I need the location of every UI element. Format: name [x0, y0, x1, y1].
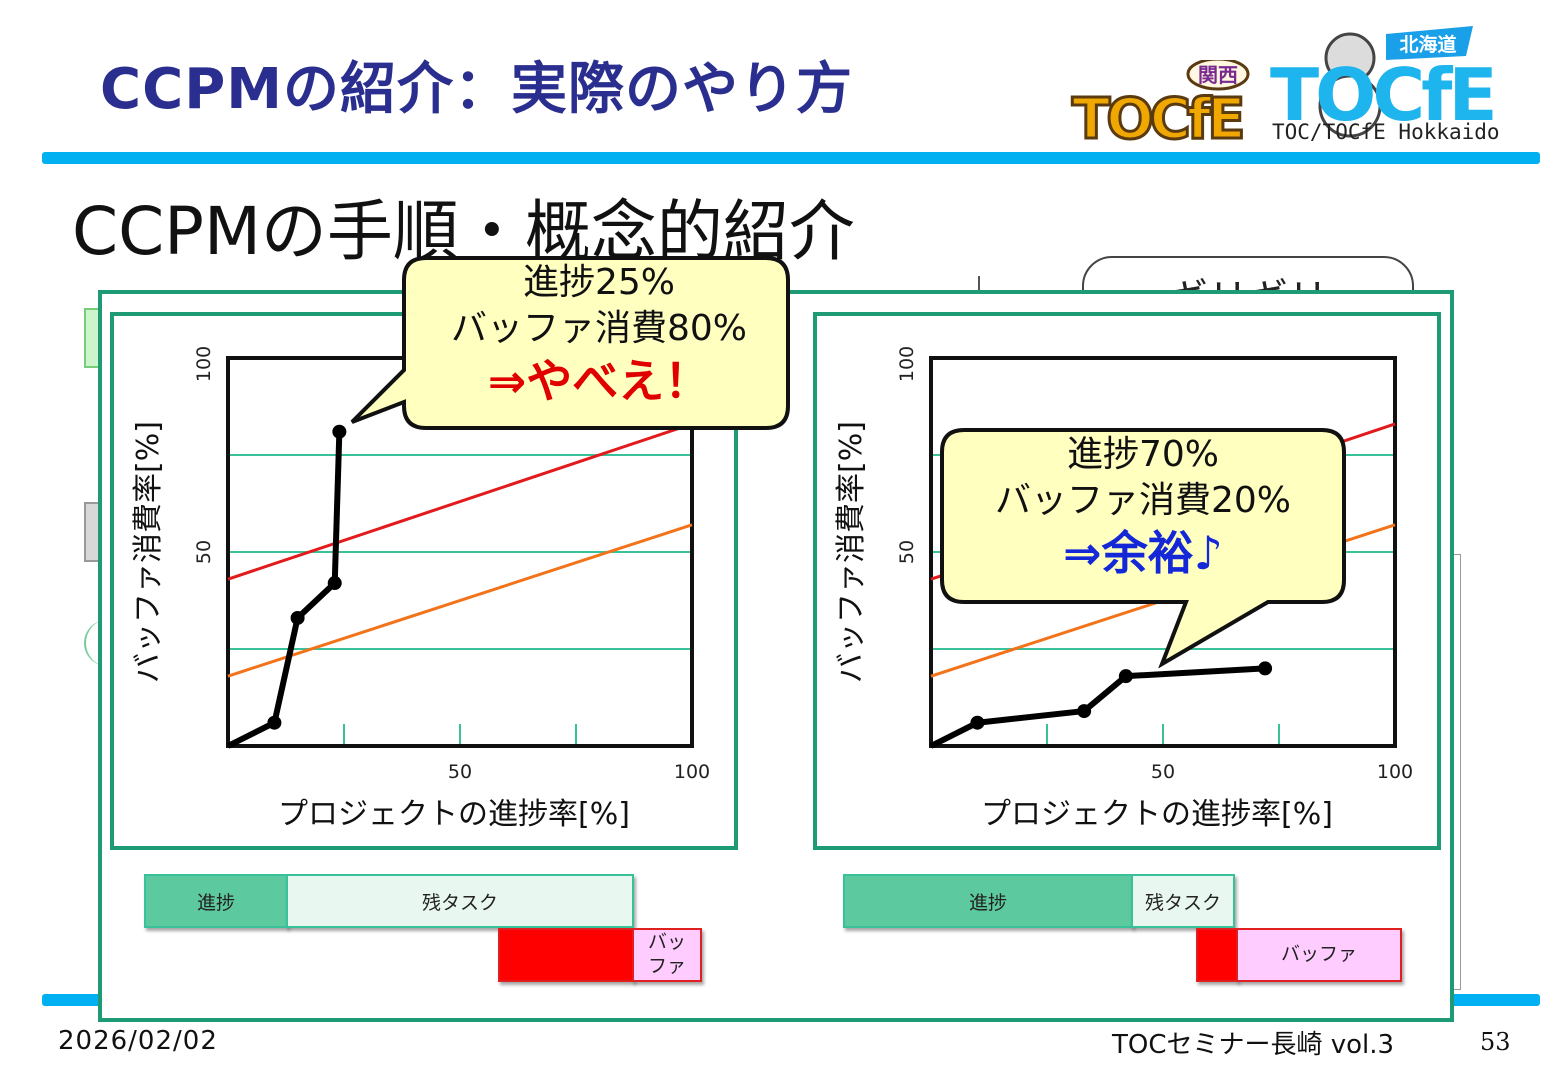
footer-event: TOCセミナー長崎 vol.3 [1112, 1030, 1395, 1060]
bar-buffer-left-label-1: バッ [647, 931, 686, 954]
progress-point-right-3 [1118, 669, 1133, 684]
progress-point-right-4 [1258, 661, 1273, 676]
callout-danger-line1: 進捗25% [522, 262, 676, 303]
y-axis-label-left: バッファ消費率[%] [131, 421, 166, 683]
progress-point-right-2 [1077, 704, 1092, 719]
bar-progress-right-label: 進捗 [968, 891, 1007, 914]
callout-danger: 進捗25% バッファ消費80% ⇒やべえ！ [348, 254, 798, 430]
red-zone-line-left [227, 422, 693, 581]
footer-date: 2026/02/02 [58, 1026, 218, 1056]
progress-point-left-3 [327, 576, 342, 591]
bar-buffer-consumed-left [498, 928, 634, 982]
orange-zone-line-left [227, 523, 693, 678]
bar-buffer-right: バッファ [1236, 928, 1402, 982]
background-tick [978, 276, 980, 300]
callout-safe-shape [940, 428, 1346, 668]
bar-progress-right: 進捗 [843, 874, 1133, 928]
progress-left [226, 431, 343, 749]
background-arc [84, 620, 116, 666]
progress-point-left-1 [267, 715, 282, 730]
bar-remaining-left-label: 残タスク [421, 891, 498, 914]
xtick-50-right: 50 [1151, 761, 1175, 783]
background-right-box [1448, 554, 1461, 990]
callout-safe-emphasis: ⇒余裕♪ [1063, 526, 1223, 580]
x-axis-label-left: プロジェクトの進捗率[%] [278, 797, 630, 832]
progress-point-left-2 [290, 610, 305, 625]
progress-point-right-1 [970, 715, 985, 730]
slide-title: CCPMの紹介：実際のやり方 [100, 57, 853, 122]
logo-tocfe-hokkaido: 北海道 TOCfE [1270, 26, 1498, 138]
bar-buffer-left-label-2: ファ [647, 955, 686, 977]
callout-danger-emphasis: ⇒やべえ！ [487, 354, 711, 408]
logo-hokkaido-text: TOCfE [1270, 53, 1494, 137]
bar-buffer-left: バッ ファ [632, 928, 702, 982]
xtick-100-right: 100 [1377, 761, 1413, 783]
header-rule [42, 152, 1540, 164]
callout-safe-line1: 進捗70% [1066, 434, 1220, 475]
bar-remaining-left: 残タスク [286, 874, 634, 928]
ytick-100-left: 100 [193, 346, 215, 382]
bar-progress-left-label: 進捗 [196, 891, 235, 914]
progress-right [929, 665, 1266, 749]
ytick-50-right: 50 [896, 540, 918, 564]
logo-tocfe-kansai: 関西 TOCfE [1071, 60, 1250, 144]
logo-kansai-badge-bg [1186, 60, 1250, 91]
progress-point-left-4 [332, 424, 347, 439]
bar-remaining-right-label: 残タスク [1144, 891, 1221, 914]
hokkaido-flag-icon [1386, 26, 1473, 60]
snowman-body-icon [1318, 74, 1382, 138]
ytick-100-right: 100 [896, 346, 918, 382]
bar-remaining-right: 残タスク [1131, 874, 1235, 928]
plot-area-right [929, 356, 1397, 748]
chart-left-svg: 100 50 50 100 バッファ消費率[%] プロジェクトの進捗率[%] [131, 346, 710, 832]
bar-buffer-right-label: バッファ [1280, 943, 1357, 966]
callout-danger-line2: バッファ消費80% [450, 308, 748, 349]
ytick-50-left: 50 [193, 540, 215, 564]
y-axis-label-right: バッファ消費率[%] [834, 421, 869, 683]
logo-kansai-badge: 関西 [1198, 63, 1238, 87]
bar-progress-left: 進捗 [144, 874, 288, 928]
xtick-100-left: 100 [674, 761, 710, 783]
logo-hokkaido-subtitle: TOC/TOCfE Hokkaido [1272, 120, 1500, 144]
callout-safe-line2: バッファ消費20% [994, 480, 1292, 521]
xtick-50-left: 50 [448, 761, 472, 783]
bar-buffer-consumed-right [1196, 928, 1238, 982]
callout-danger-shape [350, 256, 790, 430]
callout-safe: 進捗70% バッファ消費20% ⇒余裕♪ [938, 426, 1350, 668]
page-number: 53 [1480, 1028, 1511, 1056]
x-axis-label-right: プロジェクトの進捗率[%] [981, 797, 1333, 832]
logo-hokkaido-badge: 北海道 [1399, 33, 1456, 56]
logo-kansai-text: TOCfE [1072, 87, 1242, 144]
